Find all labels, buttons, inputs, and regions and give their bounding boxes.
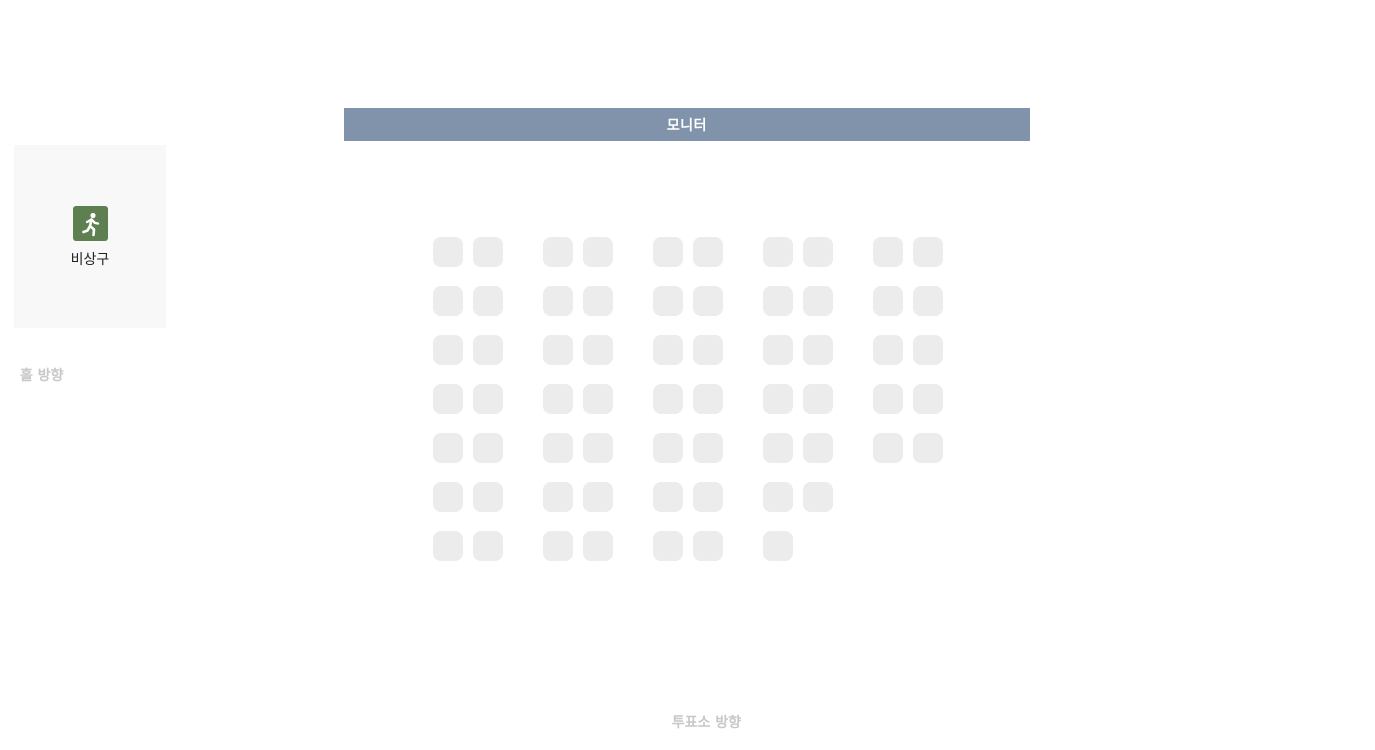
booth-direction-label: 투표소 방향	[671, 715, 742, 731]
seat[interactable]	[803, 433, 833, 463]
seat[interactable]	[873, 286, 903, 316]
seat[interactable]	[543, 482, 573, 512]
seat[interactable]	[473, 384, 503, 414]
seat[interactable]	[873, 433, 903, 463]
seat[interactable]	[803, 237, 833, 267]
emergency-exit-icon	[73, 206, 108, 241]
emergency-exit-panel: 비상구	[14, 145, 166, 328]
seat[interactable]	[693, 237, 723, 267]
seat[interactable]	[653, 237, 683, 267]
seat[interactable]	[543, 433, 573, 463]
seat[interactable]	[803, 335, 833, 365]
seat[interactable]	[693, 482, 723, 512]
seat[interactable]	[583, 433, 613, 463]
seat[interactable]	[653, 482, 683, 512]
seat[interactable]	[913, 286, 943, 316]
monitor-label: 모니터	[666, 117, 708, 134]
seat[interactable]	[913, 384, 943, 414]
seat[interactable]	[693, 433, 723, 463]
seat[interactable]	[653, 433, 683, 463]
seat[interactable]	[653, 286, 683, 316]
seat[interactable]	[913, 433, 943, 463]
seat[interactable]	[763, 482, 793, 512]
seat[interactable]	[473, 237, 503, 267]
seat[interactable]	[473, 433, 503, 463]
seat[interactable]	[873, 384, 903, 414]
seat[interactable]	[763, 335, 793, 365]
seat[interactable]	[763, 433, 793, 463]
seat[interactable]	[583, 531, 613, 561]
seat[interactable]	[693, 335, 723, 365]
seat[interactable]	[913, 237, 943, 267]
seat[interactable]	[913, 335, 943, 365]
seat[interactable]	[763, 237, 793, 267]
seat[interactable]	[763, 286, 793, 316]
seat[interactable]	[693, 384, 723, 414]
seat[interactable]	[473, 482, 503, 512]
seat[interactable]	[693, 286, 723, 316]
seat[interactable]	[543, 531, 573, 561]
seat[interactable]	[543, 286, 573, 316]
seat[interactable]	[583, 335, 613, 365]
monitor-banner: 모니터	[344, 108, 1030, 141]
seat[interactable]	[583, 482, 613, 512]
seat[interactable]	[653, 531, 683, 561]
seat[interactable]	[473, 335, 503, 365]
seat[interactable]	[873, 237, 903, 267]
seat[interactable]	[433, 237, 463, 267]
seat[interactable]	[653, 384, 683, 414]
seat[interactable]	[433, 433, 463, 463]
seat[interactable]	[583, 384, 613, 414]
seat[interactable]	[583, 237, 613, 267]
seat[interactable]	[433, 286, 463, 316]
seat[interactable]	[543, 384, 573, 414]
seat[interactable]	[543, 335, 573, 365]
seat[interactable]	[433, 335, 463, 365]
seat[interactable]	[763, 384, 793, 414]
seat[interactable]	[433, 384, 463, 414]
seat[interactable]	[763, 531, 793, 561]
seat[interactable]	[473, 286, 503, 316]
seat[interactable]	[693, 531, 723, 561]
seat[interactable]	[803, 482, 833, 512]
seat[interactable]	[653, 335, 683, 365]
seat[interactable]	[873, 335, 903, 365]
emergency-exit-label: 비상구	[70, 252, 110, 268]
seat[interactable]	[803, 286, 833, 316]
seat[interactable]	[473, 531, 503, 561]
seat[interactable]	[433, 482, 463, 512]
seat[interactable]	[433, 531, 463, 561]
seat[interactable]	[583, 286, 613, 316]
hall-direction-label: 홀 방향	[20, 368, 64, 384]
seat[interactable]	[543, 237, 573, 267]
seat[interactable]	[803, 384, 833, 414]
